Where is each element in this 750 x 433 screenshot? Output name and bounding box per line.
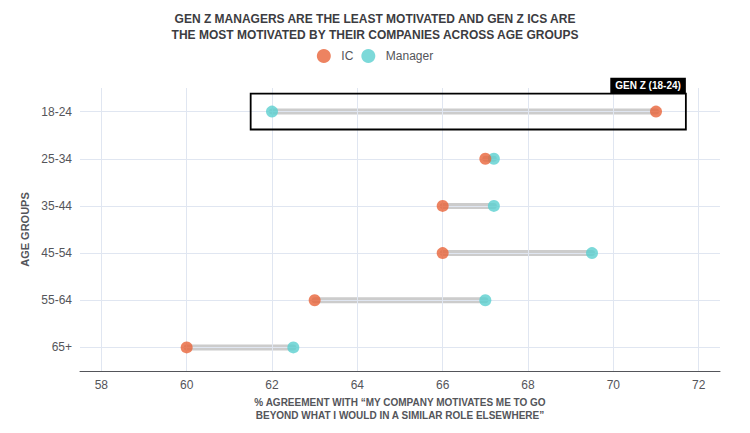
svg-text:68: 68 <box>521 378 535 392</box>
svg-text:% AGREEMENT WITH “MY COMPANY M: % AGREEMENT WITH “MY COMPANY MOTIVATES M… <box>254 397 546 408</box>
svg-text:45-54: 45-54 <box>41 246 72 260</box>
svg-text:62: 62 <box>265 378 279 392</box>
svg-text:66: 66 <box>436 378 450 392</box>
svg-text:BEYOND WHAT I WOULD IN A SIMIL: BEYOND WHAT I WOULD IN A SIMILAR ROLE EL… <box>256 410 545 421</box>
svg-text:65+: 65+ <box>52 340 72 354</box>
svg-text:IC: IC <box>341 49 353 63</box>
svg-text:18-24: 18-24 <box>41 105 72 119</box>
svg-text:Manager: Manager <box>386 49 433 63</box>
svg-text:58: 58 <box>95 378 109 392</box>
svg-text:THE MOST MOTIVATED BY THEIR CO: THE MOST MOTIVATED BY THEIR COMPANIES AC… <box>172 28 579 42</box>
svg-text:AGE GROUPS: AGE GROUPS <box>19 192 31 267</box>
svg-text:25-34: 25-34 <box>41 152 72 166</box>
svg-text:60: 60 <box>180 378 194 392</box>
svg-text:64: 64 <box>351 378 365 392</box>
svg-text:70: 70 <box>607 378 621 392</box>
svg-text:GEN Z MANAGERS ARE THE LEAST M: GEN Z MANAGERS ARE THE LEAST MOTIVATED A… <box>175 12 576 26</box>
svg-text:55-64: 55-64 <box>41 293 72 307</box>
svg-text:72: 72 <box>692 378 706 392</box>
svg-text:GEN Z (18-24): GEN Z (18-24) <box>615 80 681 91</box>
svg-text:35-44: 35-44 <box>41 199 72 213</box>
